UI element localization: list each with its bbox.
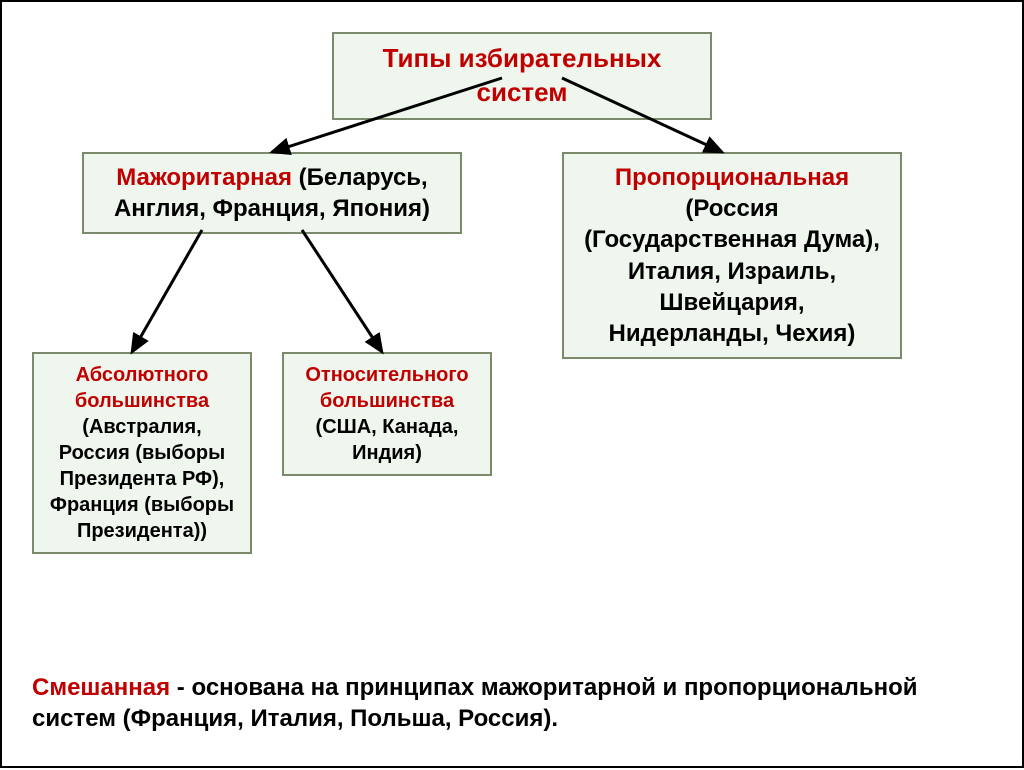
node-absolute: Абсолютного большинства (Австралия, Росс… bbox=[32, 352, 252, 554]
node-relative: Относительного большинства (США, Канада,… bbox=[282, 352, 492, 476]
node-relative-title: Относительного большинства bbox=[305, 364, 468, 412]
node-absolute-subtitle: (Австралия, Россия (выборы Президента РФ… bbox=[50, 416, 234, 542]
node-root-title: Типы избирательных систем bbox=[383, 43, 662, 107]
node-root: Типы избирательных систем bbox=[332, 32, 712, 120]
node-majoritarian: Мажоритарная (Беларусь, Англия, Франция,… bbox=[82, 152, 462, 234]
edge-majoritarian-absolute bbox=[132, 230, 202, 352]
node-relative-subtitle: (США, Канада, Индия) bbox=[316, 416, 459, 464]
node-proportional: Пропорциональная (Россия (Государственна… bbox=[562, 152, 902, 359]
footer-title: Смешанная bbox=[32, 674, 170, 701]
node-proportional-subtitle: (Россия (Государственная Дума), Италия, … bbox=[584, 195, 880, 347]
footer-note: Смешанная - основана на принципах мажори… bbox=[32, 672, 992, 734]
node-proportional-title: Пропорциональная bbox=[615, 164, 849, 191]
edge-majoritarian-relative bbox=[302, 230, 382, 352]
node-majoritarian-title: Мажоритарная bbox=[116, 164, 292, 191]
node-absolute-title: Абсолютного большинства bbox=[75, 364, 209, 412]
